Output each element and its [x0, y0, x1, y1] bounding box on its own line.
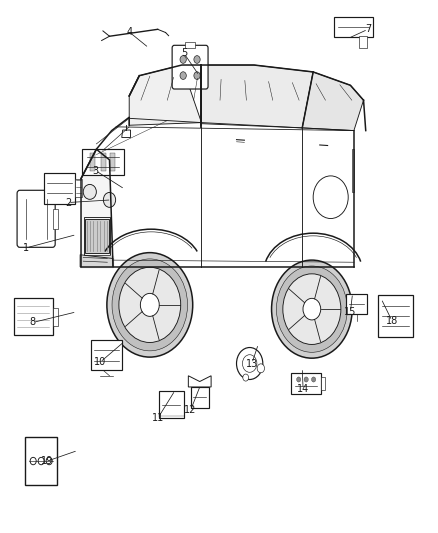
- Text: 10: 10: [94, 358, 106, 367]
- Bar: [84, 217, 110, 255]
- Polygon shape: [129, 65, 201, 125]
- Bar: [82, 149, 124, 175]
- Circle shape: [180, 55, 186, 63]
- Circle shape: [107, 253, 193, 357]
- Bar: [25, 437, 57, 485]
- Bar: [159, 391, 184, 418]
- Bar: [191, 387, 209, 408]
- Text: 18: 18: [386, 316, 398, 326]
- Bar: [53, 208, 58, 229]
- Text: 19: 19: [41, 456, 53, 466]
- Circle shape: [272, 260, 352, 358]
- Bar: [91, 340, 122, 370]
- Circle shape: [283, 274, 341, 344]
- Circle shape: [194, 72, 200, 79]
- Ellipse shape: [83, 184, 96, 199]
- Bar: [53, 308, 58, 326]
- Text: 2: 2: [65, 198, 71, 207]
- Text: 1: 1: [23, 243, 29, 253]
- Bar: [291, 373, 321, 394]
- Bar: [352, 149, 354, 192]
- Bar: [378, 295, 413, 337]
- Circle shape: [140, 293, 159, 317]
- Bar: [100, 153, 106, 171]
- Text: 12: 12: [184, 406, 197, 415]
- Circle shape: [243, 374, 249, 381]
- Circle shape: [112, 259, 187, 351]
- Circle shape: [194, 55, 200, 63]
- Bar: [359, 36, 367, 48]
- Bar: [14, 298, 53, 335]
- Polygon shape: [201, 65, 313, 128]
- Circle shape: [303, 298, 321, 320]
- Text: 11: 11: [152, 414, 164, 423]
- Bar: [185, 42, 195, 48]
- Polygon shape: [122, 130, 131, 138]
- Circle shape: [180, 72, 186, 79]
- Ellipse shape: [103, 192, 116, 207]
- Text: 13: 13: [246, 359, 258, 368]
- Circle shape: [297, 377, 301, 382]
- FancyBboxPatch shape: [17, 190, 55, 247]
- Bar: [75, 179, 82, 197]
- Bar: [110, 153, 115, 171]
- Text: 15: 15: [344, 307, 357, 317]
- Circle shape: [304, 377, 308, 382]
- Bar: [85, 219, 109, 253]
- Text: 7: 7: [365, 25, 371, 34]
- Circle shape: [119, 267, 181, 343]
- Polygon shape: [188, 376, 211, 387]
- Bar: [334, 17, 373, 37]
- Text: 5: 5: [181, 49, 187, 58]
- Circle shape: [311, 377, 316, 382]
- Text: 8: 8: [30, 318, 36, 327]
- Text: 14: 14: [297, 384, 309, 394]
- FancyBboxPatch shape: [172, 45, 208, 89]
- Text: 4: 4: [126, 27, 132, 37]
- Circle shape: [257, 364, 265, 373]
- Polygon shape: [80, 256, 113, 266]
- Circle shape: [237, 348, 263, 379]
- Text: 3: 3: [92, 166, 99, 175]
- Bar: [321, 377, 325, 390]
- Circle shape: [276, 266, 347, 352]
- Bar: [346, 294, 367, 314]
- Polygon shape: [81, 149, 113, 266]
- Bar: [90, 153, 95, 171]
- Polygon shape: [302, 72, 364, 131]
- Bar: [44, 173, 75, 204]
